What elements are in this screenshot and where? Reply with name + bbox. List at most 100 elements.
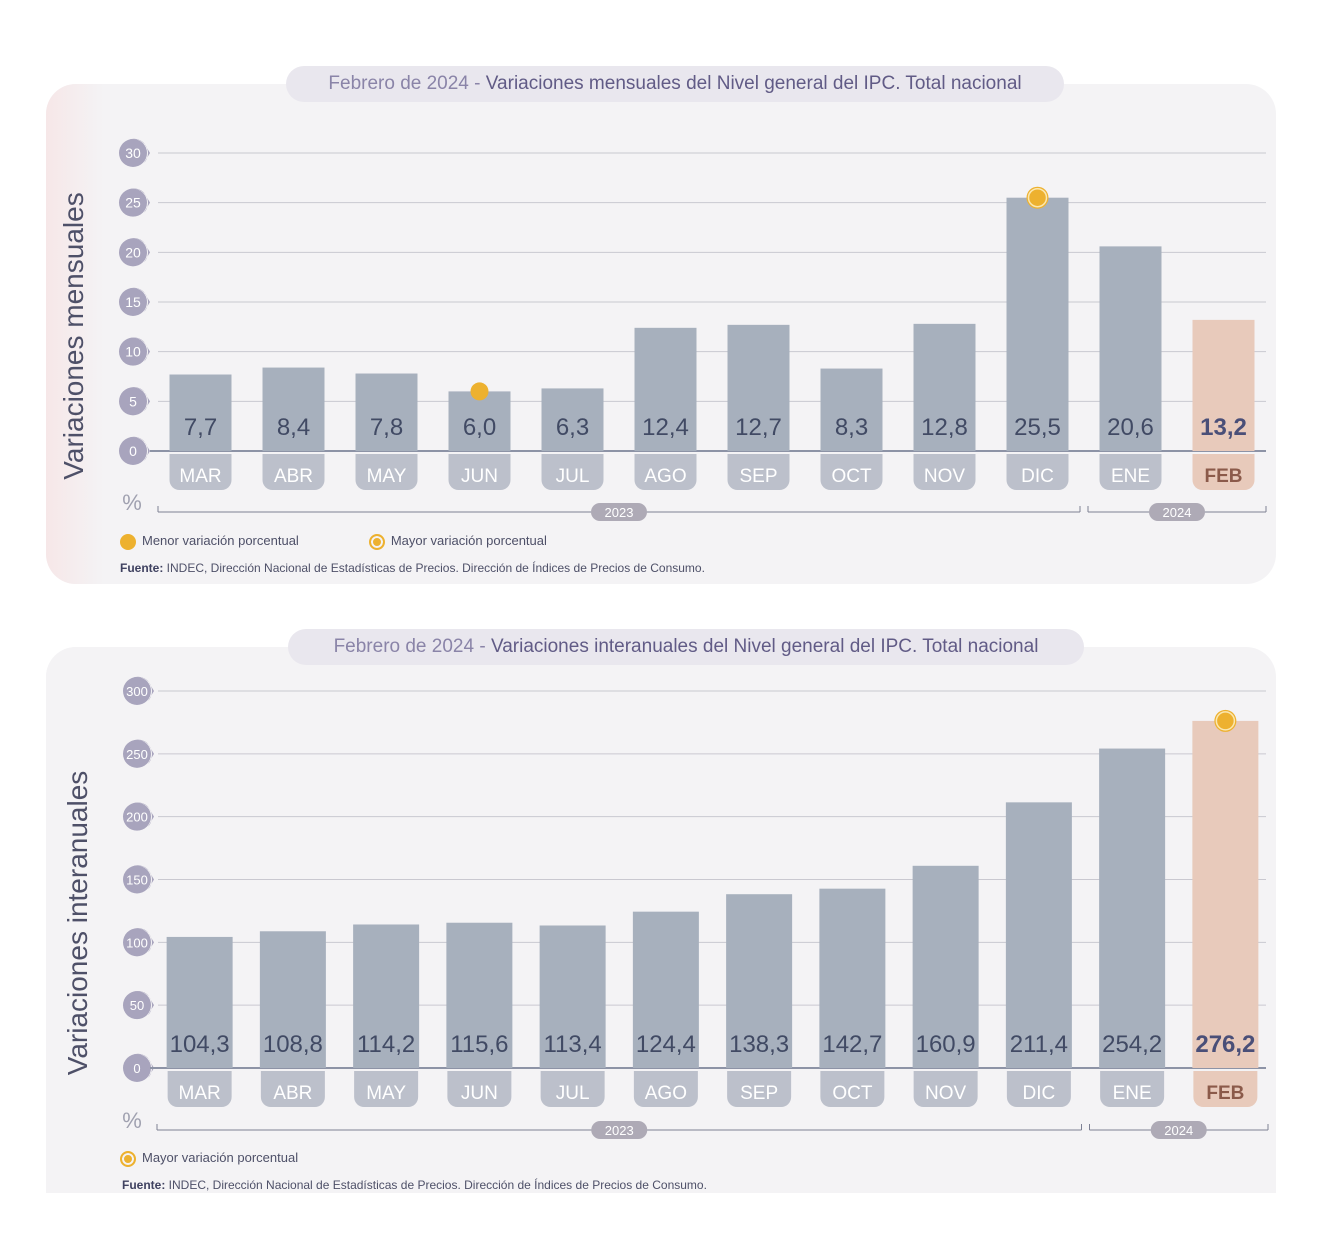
month-label: FEB xyxy=(1206,1083,1244,1104)
interannual-source-note: Fuente: INDEC, Dirección Nacional de Est… xyxy=(122,1178,707,1192)
y-tick: 20 xyxy=(119,238,150,267)
month-label: OCT xyxy=(831,466,872,487)
bar-value-label: 113,4 xyxy=(543,1031,601,1058)
month-tab xyxy=(541,454,604,490)
y-tick-badge-circle xyxy=(123,677,151,705)
legend-max-label: Mayor variación porcentual xyxy=(390,533,547,548)
bar-value-label: 8,4 xyxy=(277,414,310,441)
month-tab xyxy=(820,454,883,490)
max-marker-ring xyxy=(1215,711,1236,731)
y-tick: 30 xyxy=(119,138,150,167)
monthly-legend: Menor variación porcentual Mayor variació… xyxy=(120,533,617,550)
unit-label: % xyxy=(122,1108,142,1133)
month-tab xyxy=(447,1071,512,1107)
bar xyxy=(259,931,326,1068)
month-label: JUL xyxy=(556,466,590,487)
bar-value-label: 160,9 xyxy=(916,1031,976,1058)
max-marker-outer xyxy=(1026,186,1049,209)
y-tick-badge-circle xyxy=(119,139,147,167)
month-label: MAR xyxy=(179,466,221,487)
max-marker-ring xyxy=(1027,187,1048,208)
title-main: Variaciones mensuales del Nivel general … xyxy=(485,73,1022,94)
month-label: MAR xyxy=(179,1083,221,1104)
bar-value-label: 254,2 xyxy=(1102,1031,1162,1058)
bar xyxy=(1006,197,1069,451)
bar xyxy=(1005,802,1072,1068)
bar-value-label: 108,8 xyxy=(263,1031,323,1058)
bar xyxy=(727,324,790,451)
year-label: 2024 xyxy=(1163,505,1192,520)
bar-value-label: 13,2 xyxy=(1200,414,1247,441)
bar-value-label: 211,4 xyxy=(1010,1031,1068,1058)
year-badge xyxy=(591,503,647,521)
monthly-chart-title: Febrero de 2024 - Variaciones mensuales … xyxy=(286,66,1064,102)
monthly-source-note: Fuente: INDEC, Dirección Nacional de Est… xyxy=(120,561,705,575)
y-tick-badge-circle xyxy=(123,1054,151,1082)
legend-max-label: Mayor variación porcentual xyxy=(142,1150,299,1165)
y-tick: 200 xyxy=(123,802,154,831)
month-tab xyxy=(1192,454,1255,490)
max-marker-outer xyxy=(1214,709,1237,732)
title-lead: Febrero de 2024 xyxy=(328,73,469,94)
bar xyxy=(1099,748,1166,1068)
y-tick-label: 5 xyxy=(129,393,137,409)
month-label: JUN xyxy=(461,1083,498,1104)
month-tab xyxy=(1006,1071,1071,1107)
legend-min-label: Menor variación porcentual xyxy=(142,533,299,548)
month-tab xyxy=(634,454,697,490)
bar-value-label: 8,3 xyxy=(835,414,868,441)
month-tab xyxy=(633,1071,698,1107)
month-label: JUL xyxy=(556,1083,590,1104)
bar xyxy=(913,323,976,451)
interannual-chart-title: Febrero de 2024 - Variaciones interanual… xyxy=(288,629,1084,665)
bar xyxy=(353,924,420,1068)
y-tick-badge-circle xyxy=(123,802,151,831)
month-tab xyxy=(540,1071,605,1107)
y-tick-badge-circle xyxy=(123,991,151,1020)
y-tick: 50 xyxy=(123,990,154,1020)
y-tick-label: 10 xyxy=(125,344,141,360)
source-text: INDEC, Dirección Nacional de Estadística… xyxy=(163,561,705,575)
bar-value-label: 276,2 xyxy=(1195,1031,1255,1058)
year-badge xyxy=(1149,503,1205,521)
y-tick-label: 20 xyxy=(125,244,141,260)
bar xyxy=(1099,246,1162,451)
bar-value-label: 12,8 xyxy=(921,414,968,441)
bar-value-label: 124,4 xyxy=(636,1031,696,1058)
month-tab xyxy=(727,1071,792,1107)
bar xyxy=(819,888,886,1068)
y-tick-label: 150 xyxy=(126,873,148,888)
bar-value-label: 7,8 xyxy=(370,414,403,441)
month-label: SEP xyxy=(740,1083,778,1104)
bar xyxy=(262,367,325,451)
y-tick-label: 200 xyxy=(126,810,148,825)
min-marker xyxy=(470,382,489,401)
bar xyxy=(166,936,233,1068)
y-tick-badge-circle xyxy=(119,387,147,416)
y-tick-badge-circle xyxy=(119,188,147,217)
year-group: 2023 xyxy=(157,503,1081,521)
y-tick-badge-circle xyxy=(119,337,147,366)
year-badge xyxy=(591,1121,648,1139)
y-tick: 15 xyxy=(119,287,150,316)
title-separator: - xyxy=(468,73,486,94)
y-tick: 0 xyxy=(123,1053,154,1082)
bar-value-label: 138,3 xyxy=(729,1031,789,1058)
month-tab xyxy=(1100,1071,1165,1107)
month-label: NOV xyxy=(925,1083,967,1104)
bar xyxy=(169,374,232,451)
bar-value-label: 6,0 xyxy=(463,414,496,441)
bar xyxy=(541,388,604,451)
y-tick: 100 xyxy=(123,928,154,957)
month-tab xyxy=(1006,454,1069,490)
y-tick: 300 xyxy=(123,676,154,705)
month-label: FEB xyxy=(1205,466,1243,487)
bar-value-label: 142,7 xyxy=(822,1031,882,1058)
y-tick-label: 25 xyxy=(125,195,141,211)
bar xyxy=(355,373,418,451)
y-tick-label: 100 xyxy=(126,935,148,950)
y-tick: 25 xyxy=(119,188,150,217)
source-label: Fuente: xyxy=(120,561,164,575)
bar xyxy=(912,865,979,1068)
bar-value-label: 7,7 xyxy=(184,414,217,441)
